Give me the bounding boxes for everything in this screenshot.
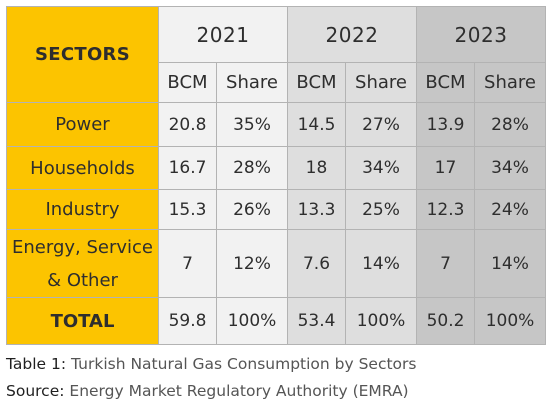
source-caption: Source: Energy Market Regulatory Authori…: [6, 382, 409, 400]
source-caption-prefix: Source:: [6, 382, 65, 400]
cell-households-share-2021: 28%: [216, 146, 288, 190]
cell-households-bcm-2021: 16.7: [158, 146, 217, 190]
subheader-share-2023: Share: [474, 62, 546, 103]
year-header-row: SECTORS 2021 2022 2023: [6, 6, 546, 103]
cell-households-share-2023: 34%: [474, 146, 546, 190]
row-label-line-1: Energy, Service: [12, 236, 153, 258]
table-row: Households 16.7 28% 18 34% 17 34%: [6, 146, 546, 190]
cell-households-bcm-2023: 17: [416, 146, 475, 190]
table-row: Industry 15.3 26% 13.3 25% 12.3 24%: [6, 189, 546, 230]
cell-households-bcm-2022: 18: [287, 146, 346, 190]
cell-energy-share-2023: 14%: [474, 229, 546, 298]
table-row: Energy, Service & Other 7 12% 7.6 14% 7 …: [6, 229, 546, 298]
row-label-power: Power: [6, 102, 159, 147]
table-caption: Table 1: Turkish Natural Gas Consumption…: [6, 355, 417, 373]
source-caption-text: Energy Market Regulatory Authority (EMRA…: [69, 382, 409, 400]
row-label-line-2: & Other: [47, 269, 118, 291]
row-label-energy-service-other: Energy, Service & Other: [6, 229, 159, 298]
cell-energy-bcm-2021: 7: [158, 229, 217, 298]
cell-power-share-2023: 28%: [474, 102, 546, 147]
cell-energy-share-2021: 12%: [216, 229, 288, 298]
subheader-bcm-2022: BCM: [287, 62, 346, 103]
cell-power-share-2021: 35%: [216, 102, 288, 147]
table-row: Power 20.8 35% 14.5 27% 13.9 28%: [6, 102, 546, 147]
cell-energy-share-2022: 14%: [345, 229, 417, 298]
cell-energy-bcm-2023: 7: [416, 229, 475, 298]
cell-power-share-2022: 27%: [345, 102, 417, 147]
cell-power-bcm-2023: 13.9: [416, 102, 475, 147]
cell-households-share-2022: 34%: [345, 146, 417, 190]
row-label-total: TOTAL: [6, 297, 159, 345]
subheader-bcm-2023: BCM: [416, 62, 475, 103]
cell-power-bcm-2022: 14.5: [287, 102, 346, 147]
total-row: TOTAL 59.8 100% 53.4 100% 50.2 100%: [6, 297, 546, 345]
subheader-share-2021: Share: [216, 62, 288, 103]
year-header-2021: 2021: [158, 6, 288, 63]
subheader-share-2022: Share: [345, 62, 417, 103]
cell-industry-bcm-2023: 12.3: [416, 189, 475, 230]
table-caption-text: Turkish Natural Gas Consumption by Secto…: [71, 355, 417, 373]
cell-total-share-2023: 100%: [474, 297, 546, 345]
cell-industry-share-2022: 25%: [345, 189, 417, 230]
year-header-2022: 2022: [287, 6, 417, 63]
cell-total-bcm-2022: 53.4: [287, 297, 346, 345]
subheader-row: BCM Share BCM Share BCM Share: [7, 62, 546, 103]
consumption-table: SECTORS 2021 2022 2023 BCM Share BCM Sha…: [6, 6, 546, 345]
sectors-header: SECTORS: [6, 6, 159, 103]
row-label-industry: Industry: [6, 189, 159, 230]
cell-energy-bcm-2022: 7.6: [287, 229, 346, 298]
cell-power-bcm-2021: 20.8: [158, 102, 217, 147]
year-header-2023: 2023: [416, 6, 546, 63]
cell-industry-bcm-2021: 15.3: [158, 189, 217, 230]
cell-industry-share-2021: 26%: [216, 189, 288, 230]
cell-industry-bcm-2022: 13.3: [287, 189, 346, 230]
row-label-households: Households: [6, 146, 159, 190]
cell-total-bcm-2023: 50.2: [416, 297, 475, 345]
subheader-bcm-2021: BCM: [158, 62, 217, 103]
cell-total-share-2022: 100%: [345, 297, 417, 345]
cell-industry-share-2023: 24%: [474, 189, 546, 230]
table-caption-prefix: Table 1:: [6, 355, 67, 373]
cell-total-share-2021: 100%: [216, 297, 288, 345]
cell-total-bcm-2021: 59.8: [158, 297, 217, 345]
